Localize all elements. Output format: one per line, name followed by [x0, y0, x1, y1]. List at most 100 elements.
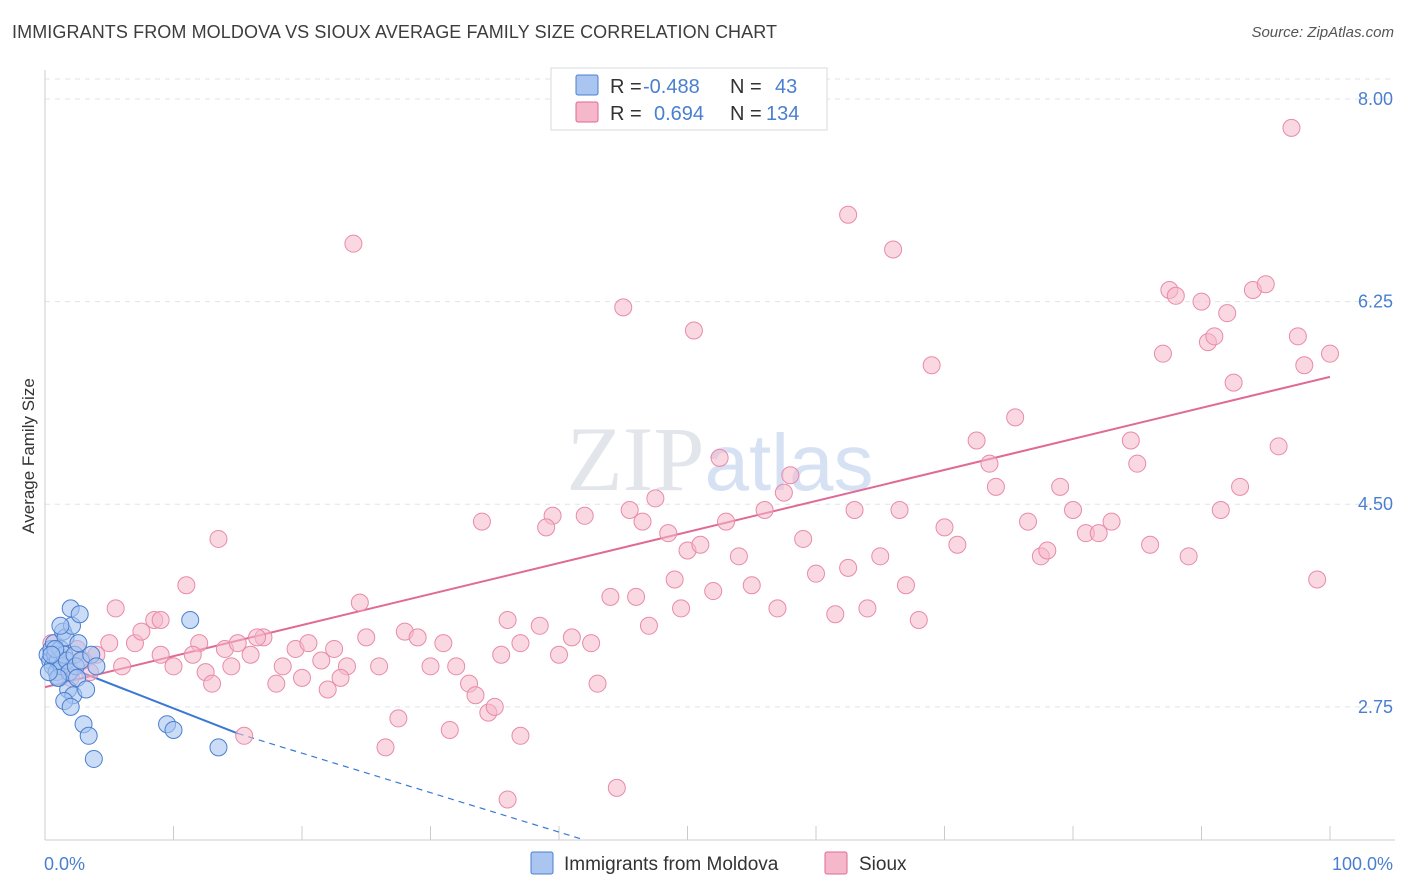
- legend-r-value-moldova: -0.488: [643, 76, 700, 98]
- sioux-point-34: [370, 657, 389, 676]
- sioux-point-69: [826, 605, 845, 624]
- sioux-point-25: [267, 674, 286, 693]
- sioux-point-127: [672, 599, 691, 618]
- sioux-point-108: [1269, 437, 1288, 456]
- x-tick-label-1: 100.0%: [1332, 854, 1393, 874]
- source-label: Source: ZipAtlas.com: [1251, 24, 1394, 41]
- sioux-point-90: [1089, 524, 1108, 543]
- sioux-point-135: [376, 738, 395, 757]
- y-axis-label: Average Family Size: [19, 378, 38, 534]
- sioux-point-87: [1051, 477, 1070, 496]
- sioux-point-80: [967, 431, 986, 450]
- sioux-point-64: [755, 501, 774, 519]
- sioux-point-56: [659, 524, 678, 543]
- sioux-point-61: [717, 512, 736, 531]
- sioux-point-75: [896, 576, 915, 595]
- legend-swatch-moldova: [575, 74, 599, 96]
- sioux-point-42: [466, 686, 485, 705]
- sioux-point-124: [884, 240, 903, 259]
- sioux-point-47: [530, 616, 549, 635]
- sioux-point-66: [781, 466, 800, 485]
- x-tick-label-0: 0.0%: [44, 854, 85, 874]
- sioux-point-32: [350, 593, 369, 612]
- bottom-legend-label-sioux: Sioux: [859, 854, 907, 875]
- sioux-point-57: [665, 570, 684, 589]
- sioux-point-70: [839, 558, 858, 577]
- sioux-point-130: [498, 790, 517, 809]
- y-tick-label-3: 8.00: [1358, 89, 1393, 109]
- sioux-point-19: [203, 674, 222, 693]
- gridlines: [45, 78, 1395, 708]
- moldova-point-31: [181, 611, 200, 629]
- y-tick-label-1: 4.50: [1358, 494, 1393, 514]
- series-legend: Immigrants from Moldova Sioux: [530, 851, 907, 875]
- sioux-point-48: [550, 645, 568, 664]
- moldova-point-33: [164, 721, 183, 739]
- watermark-zip: ZIP: [567, 408, 705, 510]
- sioux-point-125: [627, 587, 646, 606]
- sioux-point-133: [209, 529, 228, 548]
- legend-r-value-sioux: 0.694: [654, 103, 704, 125]
- moldova-point-40: [51, 616, 70, 635]
- sioux-point-15: [164, 657, 183, 676]
- sioux-point-132: [151, 611, 170, 629]
- sioux-point-105: [1231, 477, 1250, 496]
- moldova-point-42: [42, 645, 61, 664]
- legend-n-value-moldova: 43: [775, 76, 797, 98]
- legend-r-label-moldova: R =: [610, 76, 642, 98]
- sioux-point-46: [511, 634, 530, 653]
- sioux-point-113: [1321, 344, 1339, 363]
- sioux-point-129: [774, 483, 793, 502]
- sioux-point-121: [614, 298, 633, 317]
- sioux-point-88: [1064, 501, 1082, 519]
- series-sioux: [42, 118, 1339, 809]
- sioux-point-55: [646, 489, 665, 508]
- sioux-point-123: [839, 205, 858, 224]
- sioux-point-52: [601, 587, 620, 606]
- sioux-point-131: [607, 778, 626, 797]
- sioux-point-93: [1128, 454, 1147, 473]
- sioux-point-45: [498, 611, 517, 629]
- sioux-point-51: [588, 674, 607, 693]
- sioux-point-14: [151, 645, 170, 664]
- sioux-point-110: [1288, 327, 1307, 346]
- sioux-point-126: [639, 616, 658, 635]
- moldova-point-38: [39, 663, 58, 682]
- sioux-point-115: [492, 645, 511, 664]
- moldova-point-41: [69, 634, 88, 653]
- sioux-point-122: [684, 321, 703, 340]
- moldova-point-37: [61, 697, 80, 716]
- sioux-point-53: [620, 501, 639, 519]
- legend-swatch-sioux: [575, 101, 599, 123]
- sioux-point-117: [472, 512, 491, 531]
- sioux-point-119: [575, 506, 594, 525]
- sioux-point-118: [537, 518, 556, 537]
- moldova-point-29: [84, 749, 103, 768]
- sioux-point-111: [1295, 356, 1314, 375]
- sioux-point-74: [890, 501, 909, 519]
- sioux-point-39: [434, 634, 453, 653]
- stats-legend: R = -0.488 N = 43 R = 0.694 N = 134: [550, 67, 828, 131]
- sioux-point-107: [1256, 275, 1275, 294]
- sioux-point-49: [562, 628, 581, 647]
- sioux-point-86: [1038, 541, 1057, 560]
- sioux-point-120: [344, 234, 363, 253]
- sioux-point-63: [742, 576, 761, 595]
- sioux-point-98: [1179, 547, 1198, 566]
- sioux-point-73: [871, 547, 890, 566]
- sioux-point-62: [729, 547, 748, 566]
- sioux-point-82: [986, 477, 1005, 496]
- sioux-point-139: [331, 668, 350, 687]
- sioux-point-112: [1308, 570, 1327, 589]
- sioux-point-71: [845, 501, 864, 519]
- sioux-point-37: [408, 628, 427, 647]
- moldova-point-30: [87, 657, 106, 676]
- sioux-point-79: [948, 535, 967, 554]
- sioux-point-103: [1218, 304, 1237, 323]
- moldova-point-26: [77, 680, 96, 699]
- sioux-point-109: [1282, 118, 1301, 137]
- sioux-point-101: [1205, 327, 1224, 346]
- sioux-point-65: [768, 599, 787, 618]
- sioux-point-81: [980, 454, 999, 473]
- y-tick-label-2: 6.25: [1358, 292, 1393, 312]
